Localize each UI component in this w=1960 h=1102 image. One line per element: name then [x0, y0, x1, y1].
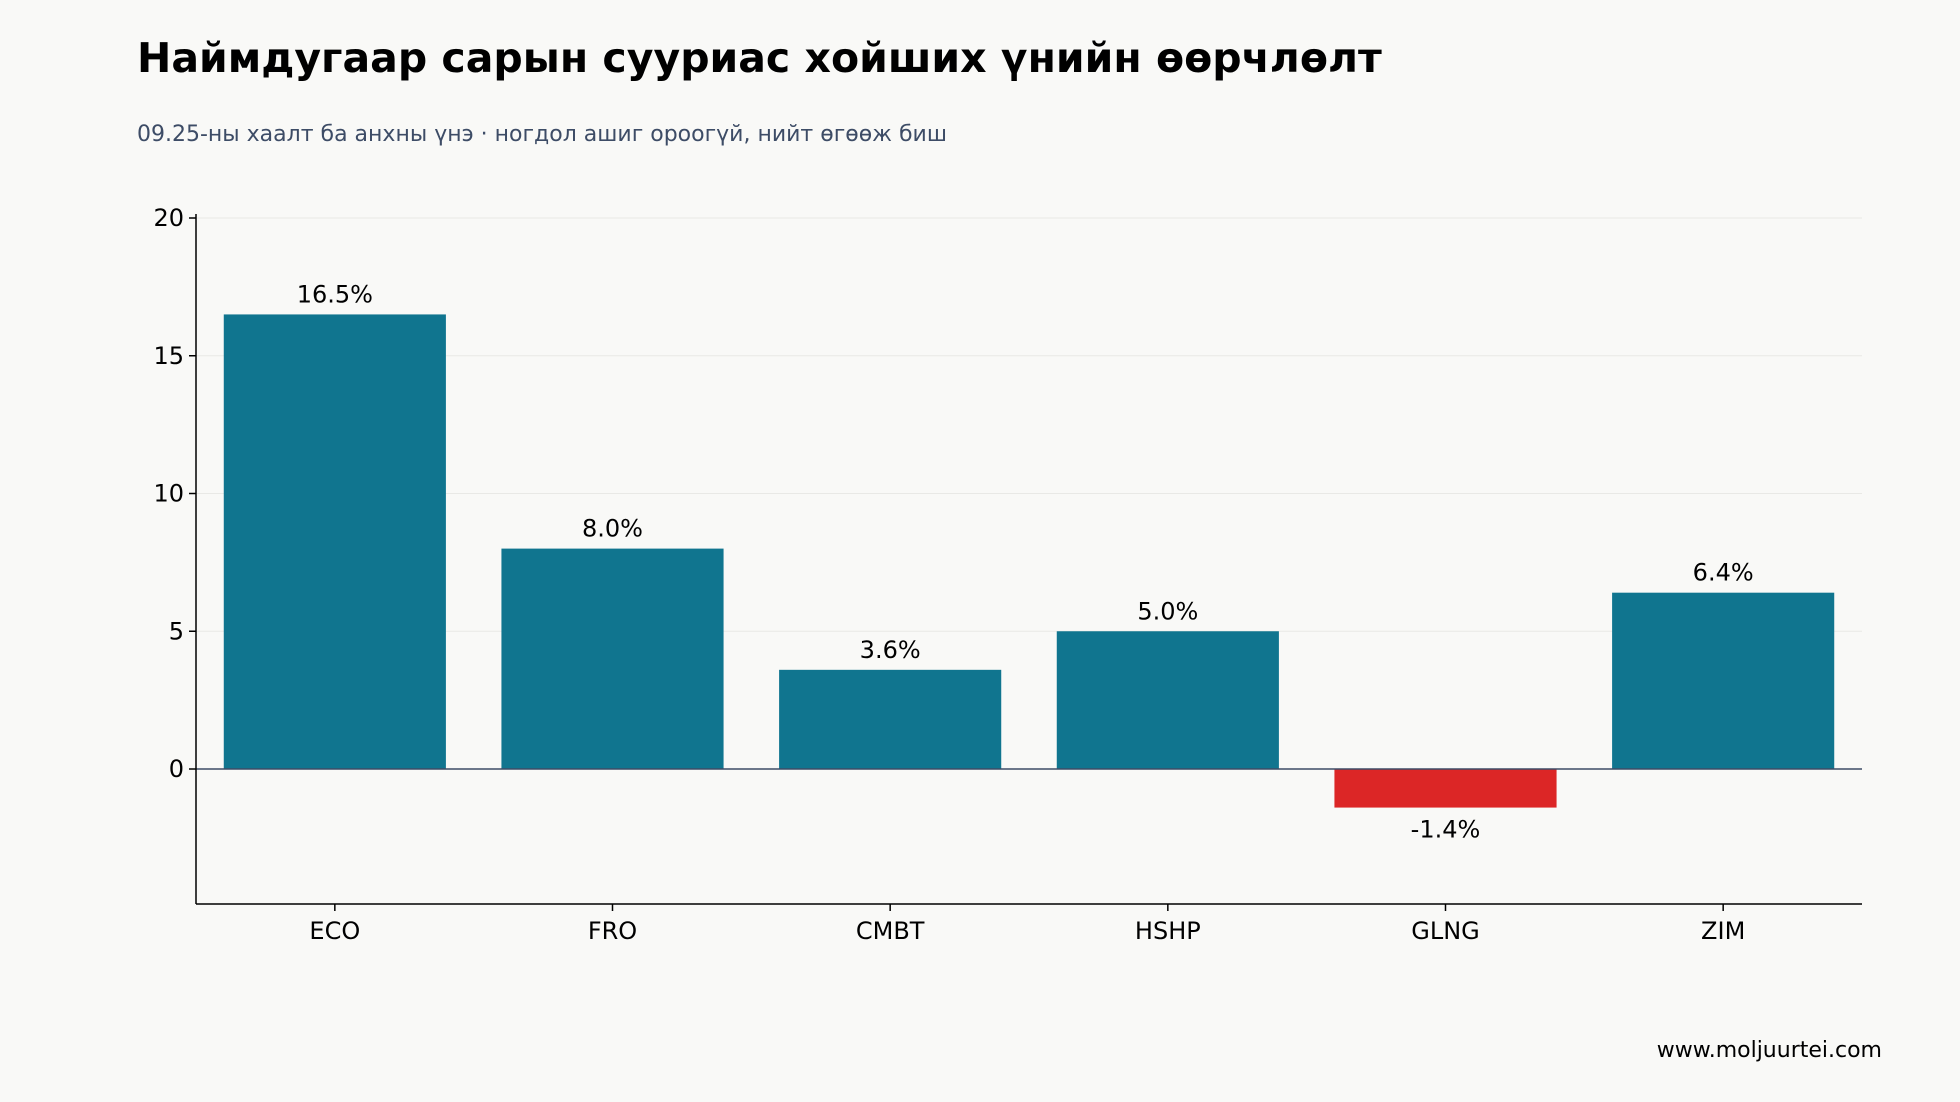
x-tick-label: GLNG — [1411, 917, 1480, 945]
bar-hshp — [1056, 631, 1279, 770]
y-tick-label: 0 — [169, 755, 184, 783]
y-tick-label: 20 — [153, 204, 184, 232]
data-label: 8.0% — [582, 515, 643, 543]
bar-cmbt — [779, 669, 1002, 770]
data-label: 5.0% — [1137, 597, 1198, 625]
x-tick-label: HSHP — [1135, 917, 1201, 945]
data-label: 16.5% — [297, 280, 373, 308]
x-tick-label: ZIM — [1701, 917, 1745, 945]
y-tick-label: 10 — [153, 480, 184, 508]
x-tick-label: ECO — [309, 917, 360, 945]
bar-fro — [501, 548, 724, 770]
data-label: 6.4% — [1693, 559, 1754, 587]
chart-title: Наймдугаар сарын сууриас хойших үнийн өө… — [137, 34, 1382, 82]
bar-zim — [1612, 592, 1835, 770]
x-tick-label: FRO — [588, 917, 637, 945]
source-url: www.moljuurtei.com — [1656, 1038, 1882, 1063]
bar-glng — [1334, 769, 1557, 808]
data-label: -1.4% — [1411, 816, 1481, 844]
data-label: 3.6% — [860, 636, 921, 664]
y-tick-label: 15 — [153, 342, 184, 370]
bar-eco — [223, 314, 446, 770]
y-tick-label: 5 — [169, 617, 184, 645]
x-tick-label: CMBT — [856, 917, 925, 945]
chart-subtitle: 09.25-ны хаалт ба анхны үнэ · ногдол аши… — [137, 122, 947, 147]
